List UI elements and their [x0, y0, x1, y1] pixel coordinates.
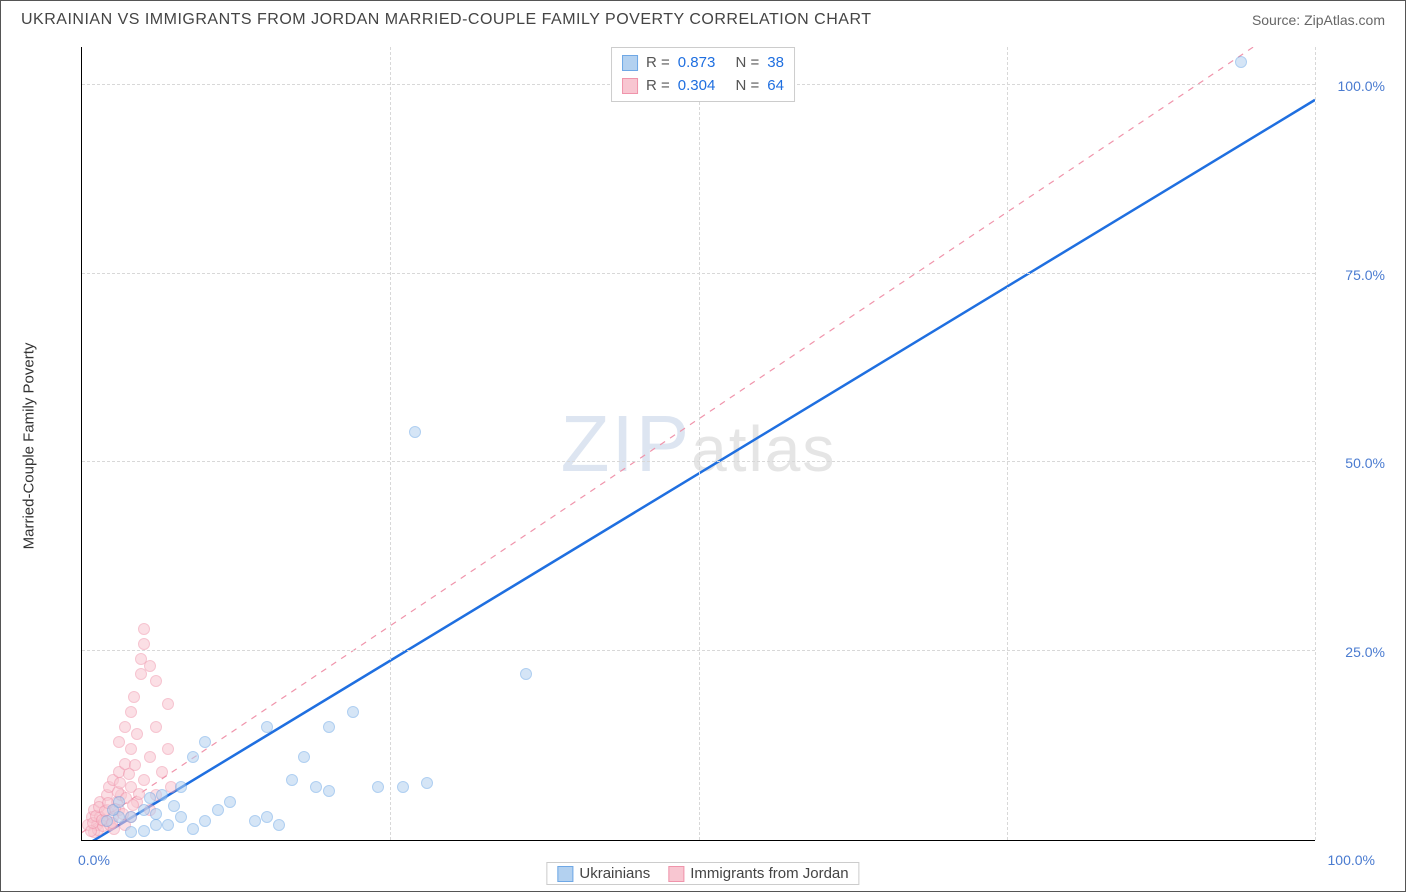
- data-point: [150, 819, 162, 831]
- data-point: [125, 811, 137, 823]
- n-value-1: 38: [767, 52, 784, 75]
- r-value-1: 0.873: [678, 52, 716, 75]
- data-point: [131, 728, 143, 740]
- stats-row-1: R = 0.873 N = 38: [622, 52, 784, 75]
- data-point: [138, 825, 150, 837]
- data-point: [125, 706, 137, 718]
- chart-container: UKRAINIAN VS IMMIGRANTS FROM JORDAN MARR…: [0, 0, 1406, 892]
- data-point: [138, 623, 150, 635]
- data-point: [150, 721, 162, 733]
- data-point: [298, 751, 310, 763]
- series1-swatch-icon: [622, 55, 638, 71]
- data-point: [138, 804, 150, 816]
- data-point: [129, 759, 141, 771]
- y-tick-label: 25.0%: [1345, 644, 1385, 660]
- data-point: [156, 789, 168, 801]
- y-tick-label: 100.0%: [1338, 78, 1385, 94]
- data-point: [175, 811, 187, 823]
- data-point: [199, 736, 211, 748]
- data-point: [162, 698, 174, 710]
- stats-row-2: R = 0.304 N = 64: [622, 75, 784, 98]
- legend-item-2: Immigrants from Jordan: [668, 865, 848, 882]
- data-point: [150, 675, 162, 687]
- data-point: [114, 777, 126, 789]
- data-point: [261, 721, 273, 733]
- data-point: [372, 781, 384, 793]
- legend-label-2: Immigrants from Jordan: [690, 865, 848, 882]
- data-point: [119, 721, 131, 733]
- data-point: [113, 736, 125, 748]
- data-point: [212, 804, 224, 816]
- n-value-2: 64: [767, 75, 784, 98]
- data-point: [128, 691, 140, 703]
- data-point: [162, 819, 174, 831]
- n-label-1: N =: [736, 52, 760, 75]
- data-point: [125, 826, 137, 838]
- legend-item-1: Ukrainians: [557, 865, 650, 882]
- data-point: [150, 808, 162, 820]
- title-bar: UKRAINIAN VS IMMIGRANTS FROM JORDAN MARR…: [1, 1, 1405, 35]
- legend-swatch-1-icon: [557, 866, 573, 882]
- data-point: [261, 811, 273, 823]
- data-point: [175, 781, 187, 793]
- legend-label-1: Ukrainians: [579, 865, 650, 882]
- r-label-2: R =: [646, 75, 670, 98]
- data-point: [323, 785, 335, 797]
- data-point: [101, 815, 113, 827]
- data-point: [144, 660, 156, 672]
- source-label: Source: ZipAtlas.com: [1252, 12, 1385, 28]
- legend: Ukrainians Immigrants from Jordan: [546, 862, 859, 885]
- data-point: [249, 815, 261, 827]
- data-point: [168, 800, 180, 812]
- data-point: [199, 815, 211, 827]
- data-point: [125, 743, 137, 755]
- data-point: [138, 774, 150, 786]
- data-point: [286, 774, 298, 786]
- data-point: [162, 743, 174, 755]
- data-point: [156, 766, 168, 778]
- y-tick-label: 75.0%: [1345, 267, 1385, 283]
- data-point: [409, 426, 421, 438]
- chart-title: UKRAINIAN VS IMMIGRANTS FROM JORDAN MARR…: [21, 11, 872, 29]
- x-max-label: 100.0%: [1328, 852, 1375, 868]
- y-axis-label: Married-Couple Family Poverty: [21, 343, 38, 550]
- data-point: [224, 796, 236, 808]
- data-point: [421, 777, 433, 789]
- r-value-2: 0.304: [678, 75, 716, 98]
- x-min-label: 0.0%: [78, 852, 110, 868]
- data-point: [138, 638, 150, 650]
- data-point: [144, 751, 156, 763]
- r-label-1: R =: [646, 52, 670, 75]
- y-tick-label: 50.0%: [1345, 455, 1385, 471]
- stats-box: R = 0.873 N = 38 R = 0.304 N = 64: [611, 47, 795, 102]
- data-point: [113, 796, 125, 808]
- data-point: [520, 668, 532, 680]
- data-point: [323, 721, 335, 733]
- n-label-2: N =: [736, 75, 760, 98]
- data-point: [310, 781, 322, 793]
- data-point: [187, 823, 199, 835]
- data-point: [1235, 56, 1247, 68]
- watermark-part2: atlas: [691, 413, 836, 485]
- watermark-part1: ZIP: [561, 399, 691, 488]
- series2-swatch-icon: [622, 78, 638, 94]
- plot-area: ZIPatlas 25.0%50.0%75.0%100.0%0.0%100.0%: [81, 47, 1315, 841]
- data-point: [273, 819, 285, 831]
- legend-swatch-2-icon: [668, 866, 684, 882]
- data-point: [347, 706, 359, 718]
- data-point: [144, 792, 156, 804]
- data-point: [397, 781, 409, 793]
- data-point: [187, 751, 199, 763]
